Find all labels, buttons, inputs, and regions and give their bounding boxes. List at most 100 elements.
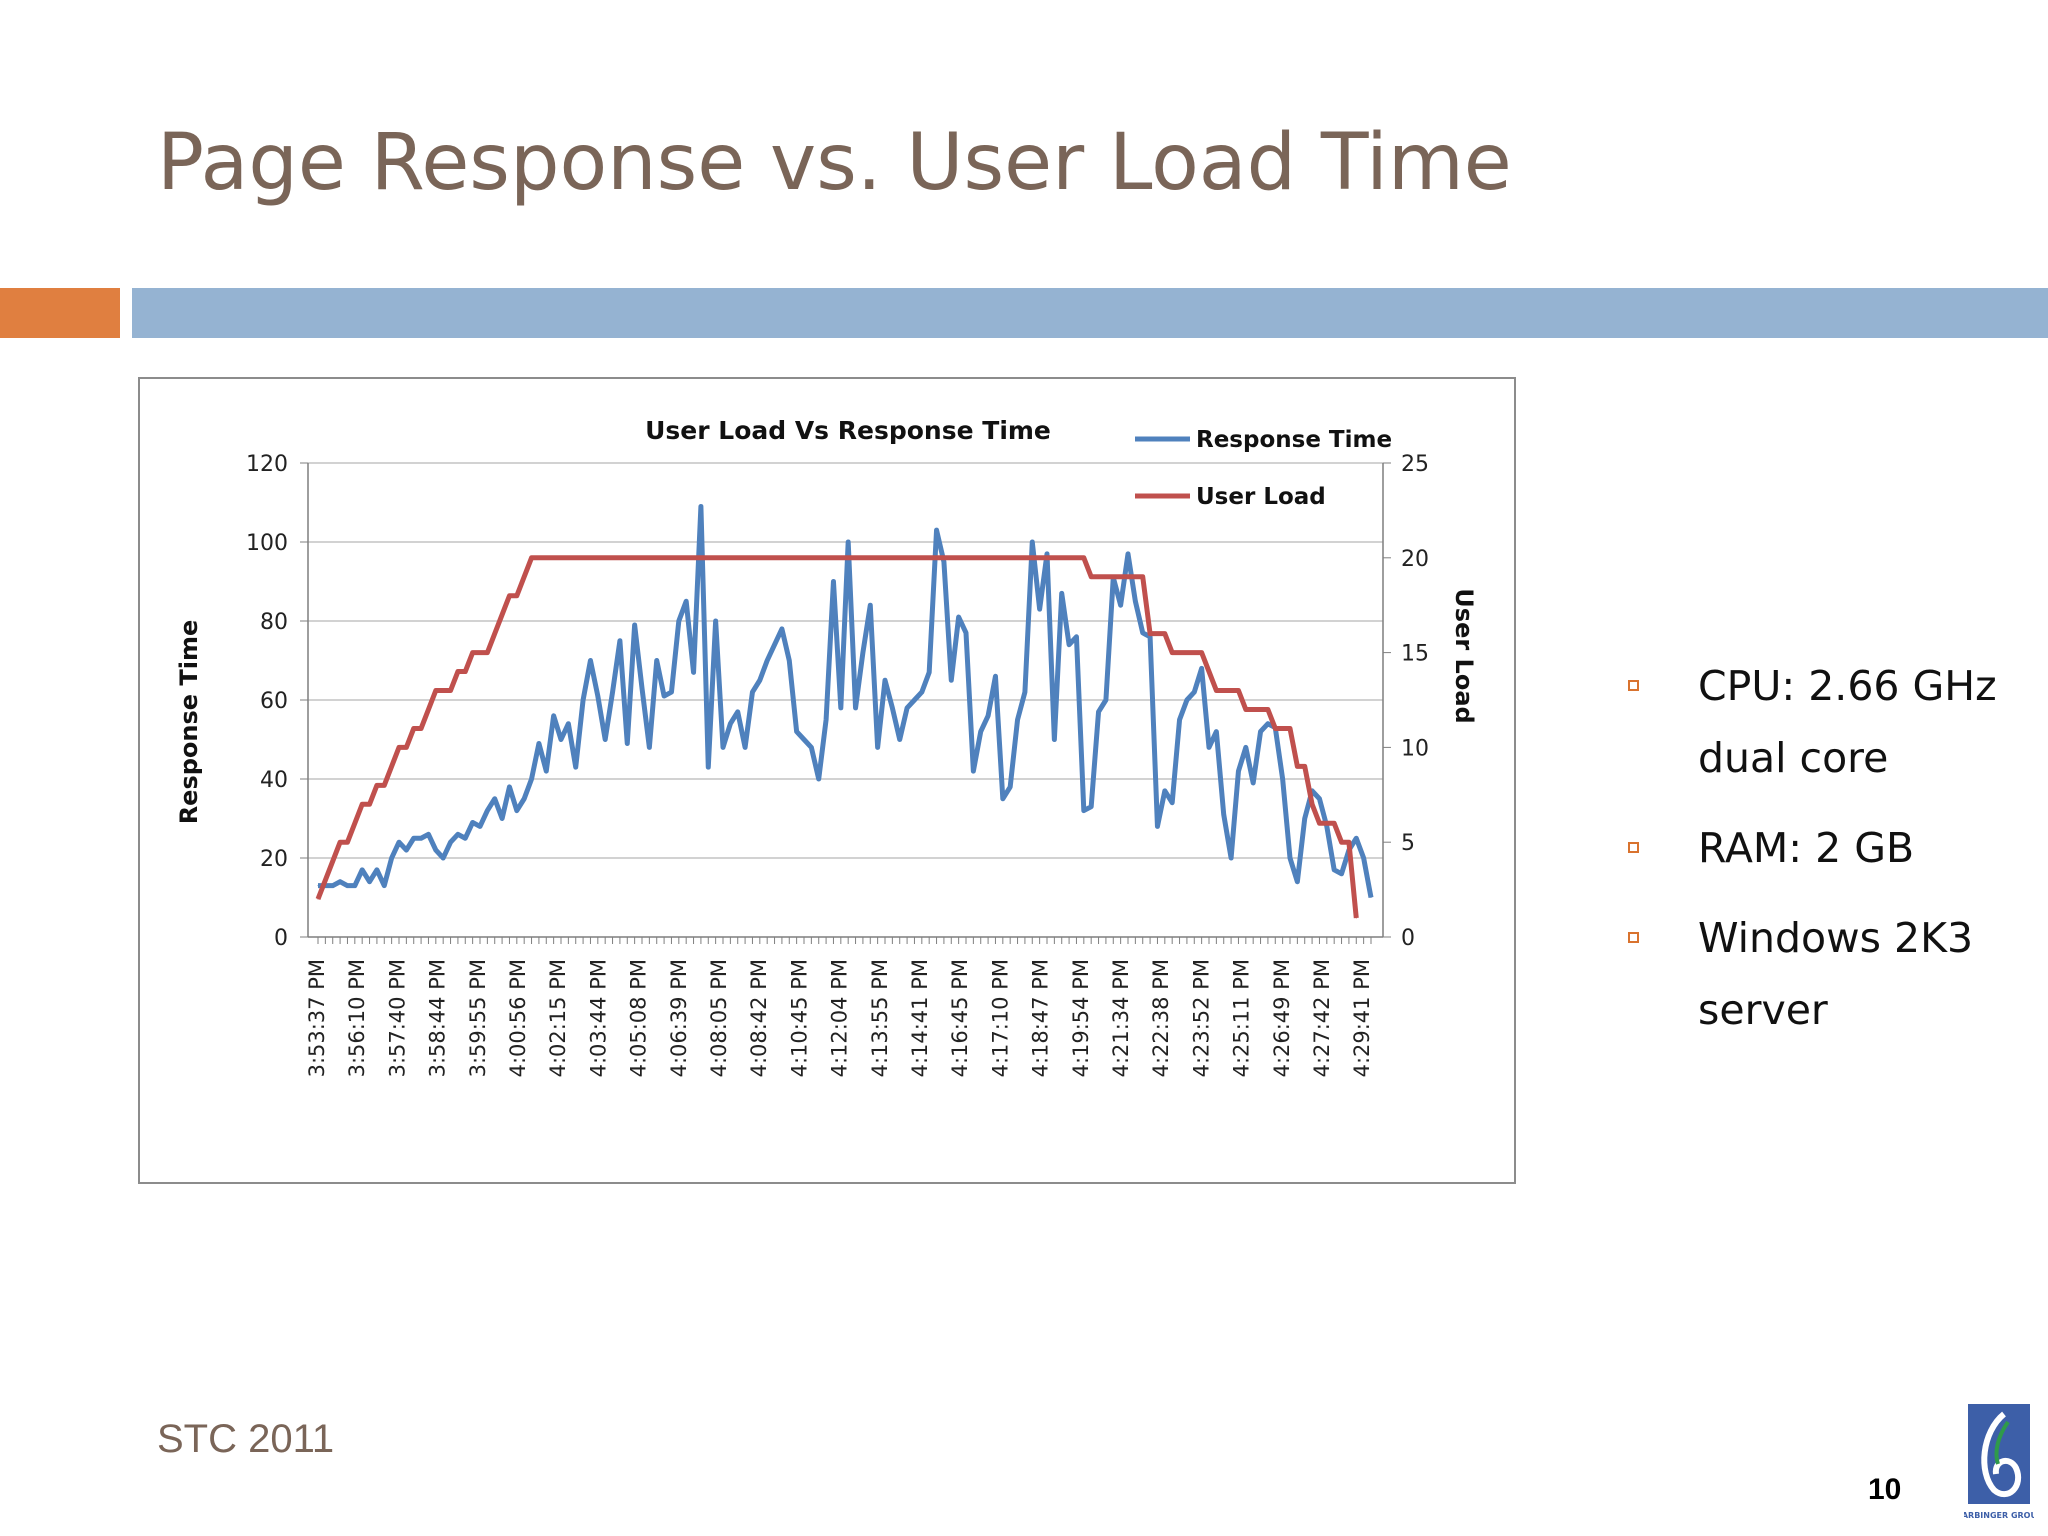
data-point-response-time [464, 837, 466, 839]
data-point-response-time [553, 715, 555, 717]
data-point-response-time [1142, 632, 1144, 634]
y2-tick-label: 15 [1401, 642, 1429, 667]
data-point-user-load [531, 557, 533, 559]
data-point-response-time [678, 620, 680, 622]
spec-bullet-list: CPU: 2.66 GHz dual core RAM: 2 GB Window… [1620, 650, 2040, 1064]
data-point-response-time [781, 628, 783, 630]
x-tick-label: 4:23:52 PM [1189, 959, 1213, 1077]
data-point-user-load [354, 822, 356, 824]
data-point-response-time [508, 786, 510, 788]
x-tick-label: 4:21:34 PM [1109, 959, 1133, 1077]
bullet-square-icon [1628, 842, 1639, 853]
y2-tick-label: 0 [1401, 926, 1415, 951]
data-point-response-time [972, 770, 974, 772]
data-point-response-time [391, 857, 393, 859]
data-point-user-load [346, 841, 348, 843]
data-point-response-time [346, 885, 348, 887]
data-point-user-load [523, 576, 525, 578]
x-tick-label: 4:02:15 PM [546, 959, 570, 1077]
data-point-response-time [501, 818, 503, 819]
y-tick-label: 20 [260, 847, 288, 872]
data-point-response-time [1039, 608, 1041, 610]
data-point-response-time [1289, 857, 1291, 859]
data-point-response-time [1179, 719, 1181, 721]
data-point-response-time [332, 885, 334, 887]
data-point-user-load [464, 671, 466, 673]
page-number: 10 [1868, 1473, 1902, 1506]
data-point-response-time [612, 691, 614, 693]
data-point-response-time [1053, 739, 1055, 740]
data-point-response-time [457, 833, 459, 835]
data-point-user-load [1171, 652, 1173, 654]
data-point-user-load [457, 671, 459, 673]
data-point-response-time [884, 679, 886, 681]
data-point-response-time [442, 857, 444, 859]
data-point-user-load [494, 633, 496, 635]
data-point-response-time [339, 881, 341, 883]
data-point-response-time [862, 652, 864, 654]
data-point-user-load [1348, 841, 1350, 843]
data-point-user-load [420, 727, 422, 729]
data-point-response-time [899, 739, 901, 740]
axes: 0 20 40 60 80 100 120 0 5 10 15 20 25 3:53:37 PM 3:56:… [246, 452, 1429, 1077]
data-point-response-time [715, 620, 717, 622]
accent-bar-blue [132, 288, 2048, 338]
x-tick-label: 4:18:47 PM [1029, 959, 1053, 1077]
x-tick-label: 3:56:10 PM [345, 959, 369, 1077]
data-point-response-time [545, 770, 547, 772]
bullet-text: Windows 2K3 server [1698, 914, 1974, 1034]
data-point-response-time [641, 687, 643, 689]
data-point-response-time [1186, 699, 1188, 701]
data-point-response-time [494, 798, 496, 800]
data-point-response-time [913, 699, 915, 701]
data-point-response-time [663, 695, 665, 697]
data-point-response-time [626, 742, 628, 744]
data-point-response-time [788, 660, 790, 661]
data-point-response-time [604, 739, 606, 740]
y-tick-label: 80 [260, 610, 288, 635]
data-point-response-time [700, 505, 702, 507]
logo-text: HARBINGER GROUP [1964, 1511, 2034, 1520]
data-point-response-time [1245, 746, 1247, 748]
data-point-response-time [751, 691, 753, 693]
data-point-response-time [1156, 825, 1158, 827]
data-point-user-load [376, 784, 378, 786]
data-point-user-load [1237, 690, 1239, 692]
data-point-response-time [774, 644, 776, 646]
data-point-response-time [589, 660, 591, 661]
data-point-user-load [1245, 708, 1247, 710]
data-point-response-time [619, 640, 621, 642]
bullet-os: Windows 2K3 server [1620, 902, 2040, 1046]
data-point-response-time [921, 691, 923, 693]
x-tick-label: 4:16:45 PM [948, 959, 972, 1077]
data-point-response-time [1223, 814, 1225, 816]
data-point-user-load [1289, 727, 1291, 729]
data-point-user-load [1201, 652, 1203, 654]
data-point-response-time [575, 766, 577, 768]
data-point-response-time [818, 778, 820, 780]
data-point-response-time [928, 671, 930, 673]
data-point-response-time [759, 679, 761, 681]
data-point-response-time [670, 691, 672, 693]
data-point-user-load [450, 690, 452, 692]
data-point-response-time [1318, 798, 1320, 800]
data-point-response-time [707, 766, 709, 768]
data-point-response-time [538, 742, 540, 744]
data-point-response-time [1149, 636, 1151, 638]
data-point-response-time [1296, 881, 1298, 883]
chart-title: User Load Vs Response Time [645, 416, 1051, 445]
data-point-response-time [693, 671, 695, 673]
y-tick-label: 40 [260, 768, 288, 793]
data-point-response-time [1237, 770, 1239, 772]
data-point-response-time [950, 679, 952, 681]
x-tick-label: 3:59:55 PM [466, 959, 490, 1077]
harbinger-logo: HARBINGER GROUP [1964, 1404, 2034, 1520]
data-point-response-time [1017, 719, 1019, 721]
data-point-response-time [1134, 600, 1136, 602]
y-tick-label: 100 [246, 531, 288, 556]
data-point-response-time [523, 798, 525, 800]
y2-tick-label: 25 [1401, 452, 1429, 477]
data-point-response-time [1083, 810, 1085, 812]
x-tick-label: 4:29:41 PM [1350, 959, 1374, 1077]
data-point-user-load [1304, 765, 1306, 767]
